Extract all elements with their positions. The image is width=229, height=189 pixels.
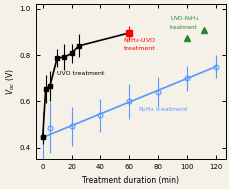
Y-axis label: $V_{oc}$ (V): $V_{oc}$ (V) [4, 68, 16, 95]
Text: N$_2$H$_4$-UVO
treatment: N$_2$H$_4$-UVO treatment [123, 36, 156, 51]
Text: UVO treatment: UVO treatment [57, 71, 104, 76]
Text: UVO-N$_2$H$_4$
treatment: UVO-N$_2$H$_4$ treatment [169, 15, 198, 30]
Text: N$_2$H$_4$ treatment: N$_2$H$_4$ treatment [137, 105, 188, 114]
X-axis label: Treatment duration (min): Treatment duration (min) [82, 176, 178, 185]
